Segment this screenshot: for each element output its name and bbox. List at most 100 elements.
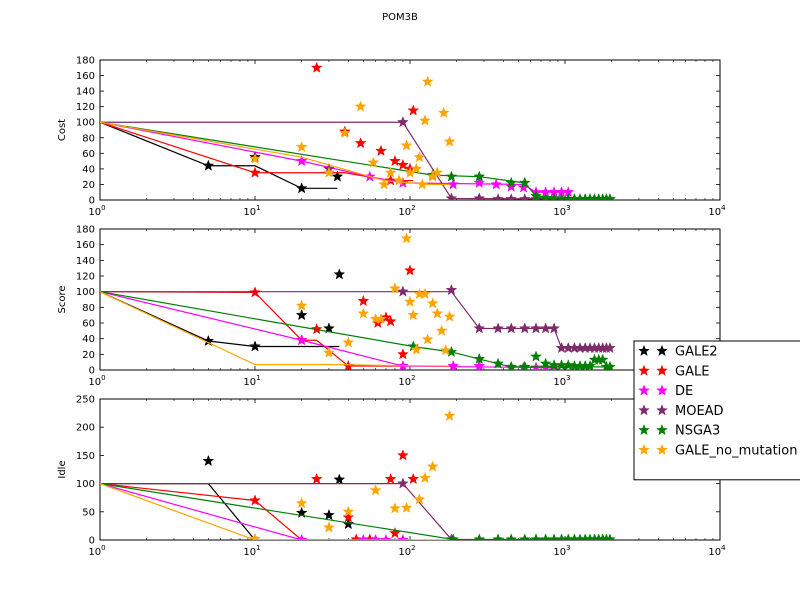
x-tick-base: 10 [553, 377, 566, 388]
y-tick-label: 20 [82, 180, 95, 191]
chart-title: POM3B [382, 12, 418, 23]
data-point-star [389, 502, 401, 514]
data-point-star [323, 322, 335, 334]
data-point-star [419, 287, 431, 300]
x-tick-base: 10 [88, 377, 101, 388]
data-point-star [492, 357, 504, 369]
data-point-star [530, 189, 542, 200]
series-gale-no-mutation [100, 409, 456, 540]
data-point-star [397, 477, 409, 489]
x-tick-label: 101 [243, 374, 260, 388]
data-point-star [407, 104, 420, 116]
data-point-star [413, 151, 426, 163]
series-line [100, 483, 403, 540]
data-point-star [295, 308, 308, 321]
y-tick-label: 160 [76, 71, 95, 82]
x-tick-label: 101 [243, 544, 260, 558]
x-tick-label: 103 [553, 374, 570, 388]
y-tick-label: 140 [76, 87, 95, 98]
x-tick-base: 10 [243, 547, 256, 558]
x-tick-label: 103 [553, 544, 570, 558]
y-tick-label: 160 [76, 240, 95, 251]
data-point-star [426, 460, 439, 472]
data-point-star [310, 61, 323, 73]
data-point-star [410, 162, 423, 174]
legend-label: DE [675, 384, 693, 399]
data-point-star [295, 533, 308, 540]
x-tick-base: 10 [398, 207, 411, 218]
legend-entry: NSGA3 [638, 423, 720, 439]
data-point-star [492, 193, 504, 200]
y-tick-label: 0 [89, 196, 95, 207]
data-point-star [397, 285, 409, 297]
x-tick-label: 102 [398, 544, 415, 558]
x-tick-base: 10 [708, 207, 721, 218]
data-point-star [342, 505, 355, 517]
y-tick-label: 40 [82, 164, 95, 175]
legend-marker-star [638, 344, 650, 357]
x-tick-base: 10 [553, 207, 566, 218]
legend-label: NSGA3 [675, 424, 720, 439]
y-tick-label: 80 [82, 133, 95, 144]
data-point-star [473, 359, 486, 370]
legend-marker-star [656, 404, 668, 416]
data-point-star [505, 176, 518, 188]
legend-marker-star [638, 364, 650, 376]
y-tick-label: 80 [82, 303, 95, 314]
series-gale-no-mutation [100, 232, 456, 367]
series-line [100, 121, 610, 200]
legend-marker-star [656, 344, 668, 357]
legend-label: MOEAD [675, 404, 724, 419]
x-tick-exponent: 0 [101, 204, 105, 212]
series-line [100, 291, 340, 348]
data-point-star [249, 494, 261, 506]
x-tick-base: 10 [243, 207, 256, 218]
x-tick-exponent: 1 [256, 544, 260, 552]
series-line [100, 121, 414, 182]
series-gale-no-mutation [100, 75, 456, 190]
x-tick-label: 102 [398, 204, 415, 218]
data-point-star [604, 193, 616, 200]
x-tick-label: 104 [708, 204, 726, 218]
data-point-star [404, 295, 416, 307]
legend-marker-star [656, 364, 668, 376]
data-point-star [473, 352, 486, 365]
series-nsga3 [100, 483, 616, 540]
data-point-star [473, 170, 486, 182]
data-point-star [342, 336, 355, 348]
x-tick-base: 10 [398, 377, 411, 388]
x-tick-exponent: 1 [256, 204, 260, 212]
y-tick-label: 60 [82, 319, 95, 330]
data-point-star [249, 532, 261, 540]
data-point-star [443, 409, 456, 421]
series-de [100, 483, 409, 540]
data-point-star [378, 178, 390, 190]
data-point-star [295, 299, 308, 311]
y-tick-label: 100 [76, 287, 95, 298]
legend-marker-star [638, 423, 650, 436]
data-point-star [384, 315, 397, 327]
x-tick-base: 10 [398, 547, 411, 558]
data-point-star [518, 193, 531, 200]
data-point-star [419, 471, 431, 483]
x-tick-label: 100 [88, 204, 105, 218]
data-point-star [323, 166, 335, 178]
y-tick-label: 60 [82, 149, 95, 160]
data-point-star [310, 323, 323, 335]
y-tick-label: 180 [76, 225, 95, 236]
y-tick-label: 140 [76, 256, 95, 267]
data-point-star [249, 152, 261, 164]
data-point-star [249, 340, 261, 352]
y-tick-label: 250 [76, 395, 95, 406]
data-point-star [338, 126, 351, 139]
legend-entry: GALE2 [638, 344, 718, 360]
data-point-star [295, 154, 308, 167]
data-point-star [404, 264, 416, 276]
data-point-star [202, 454, 215, 467]
x-tick-exponent: 3 [566, 204, 570, 212]
x-tick-exponent: 3 [566, 544, 570, 552]
data-point-star [426, 297, 439, 309]
data-point-star [492, 533, 504, 540]
data-point-star [435, 324, 448, 336]
